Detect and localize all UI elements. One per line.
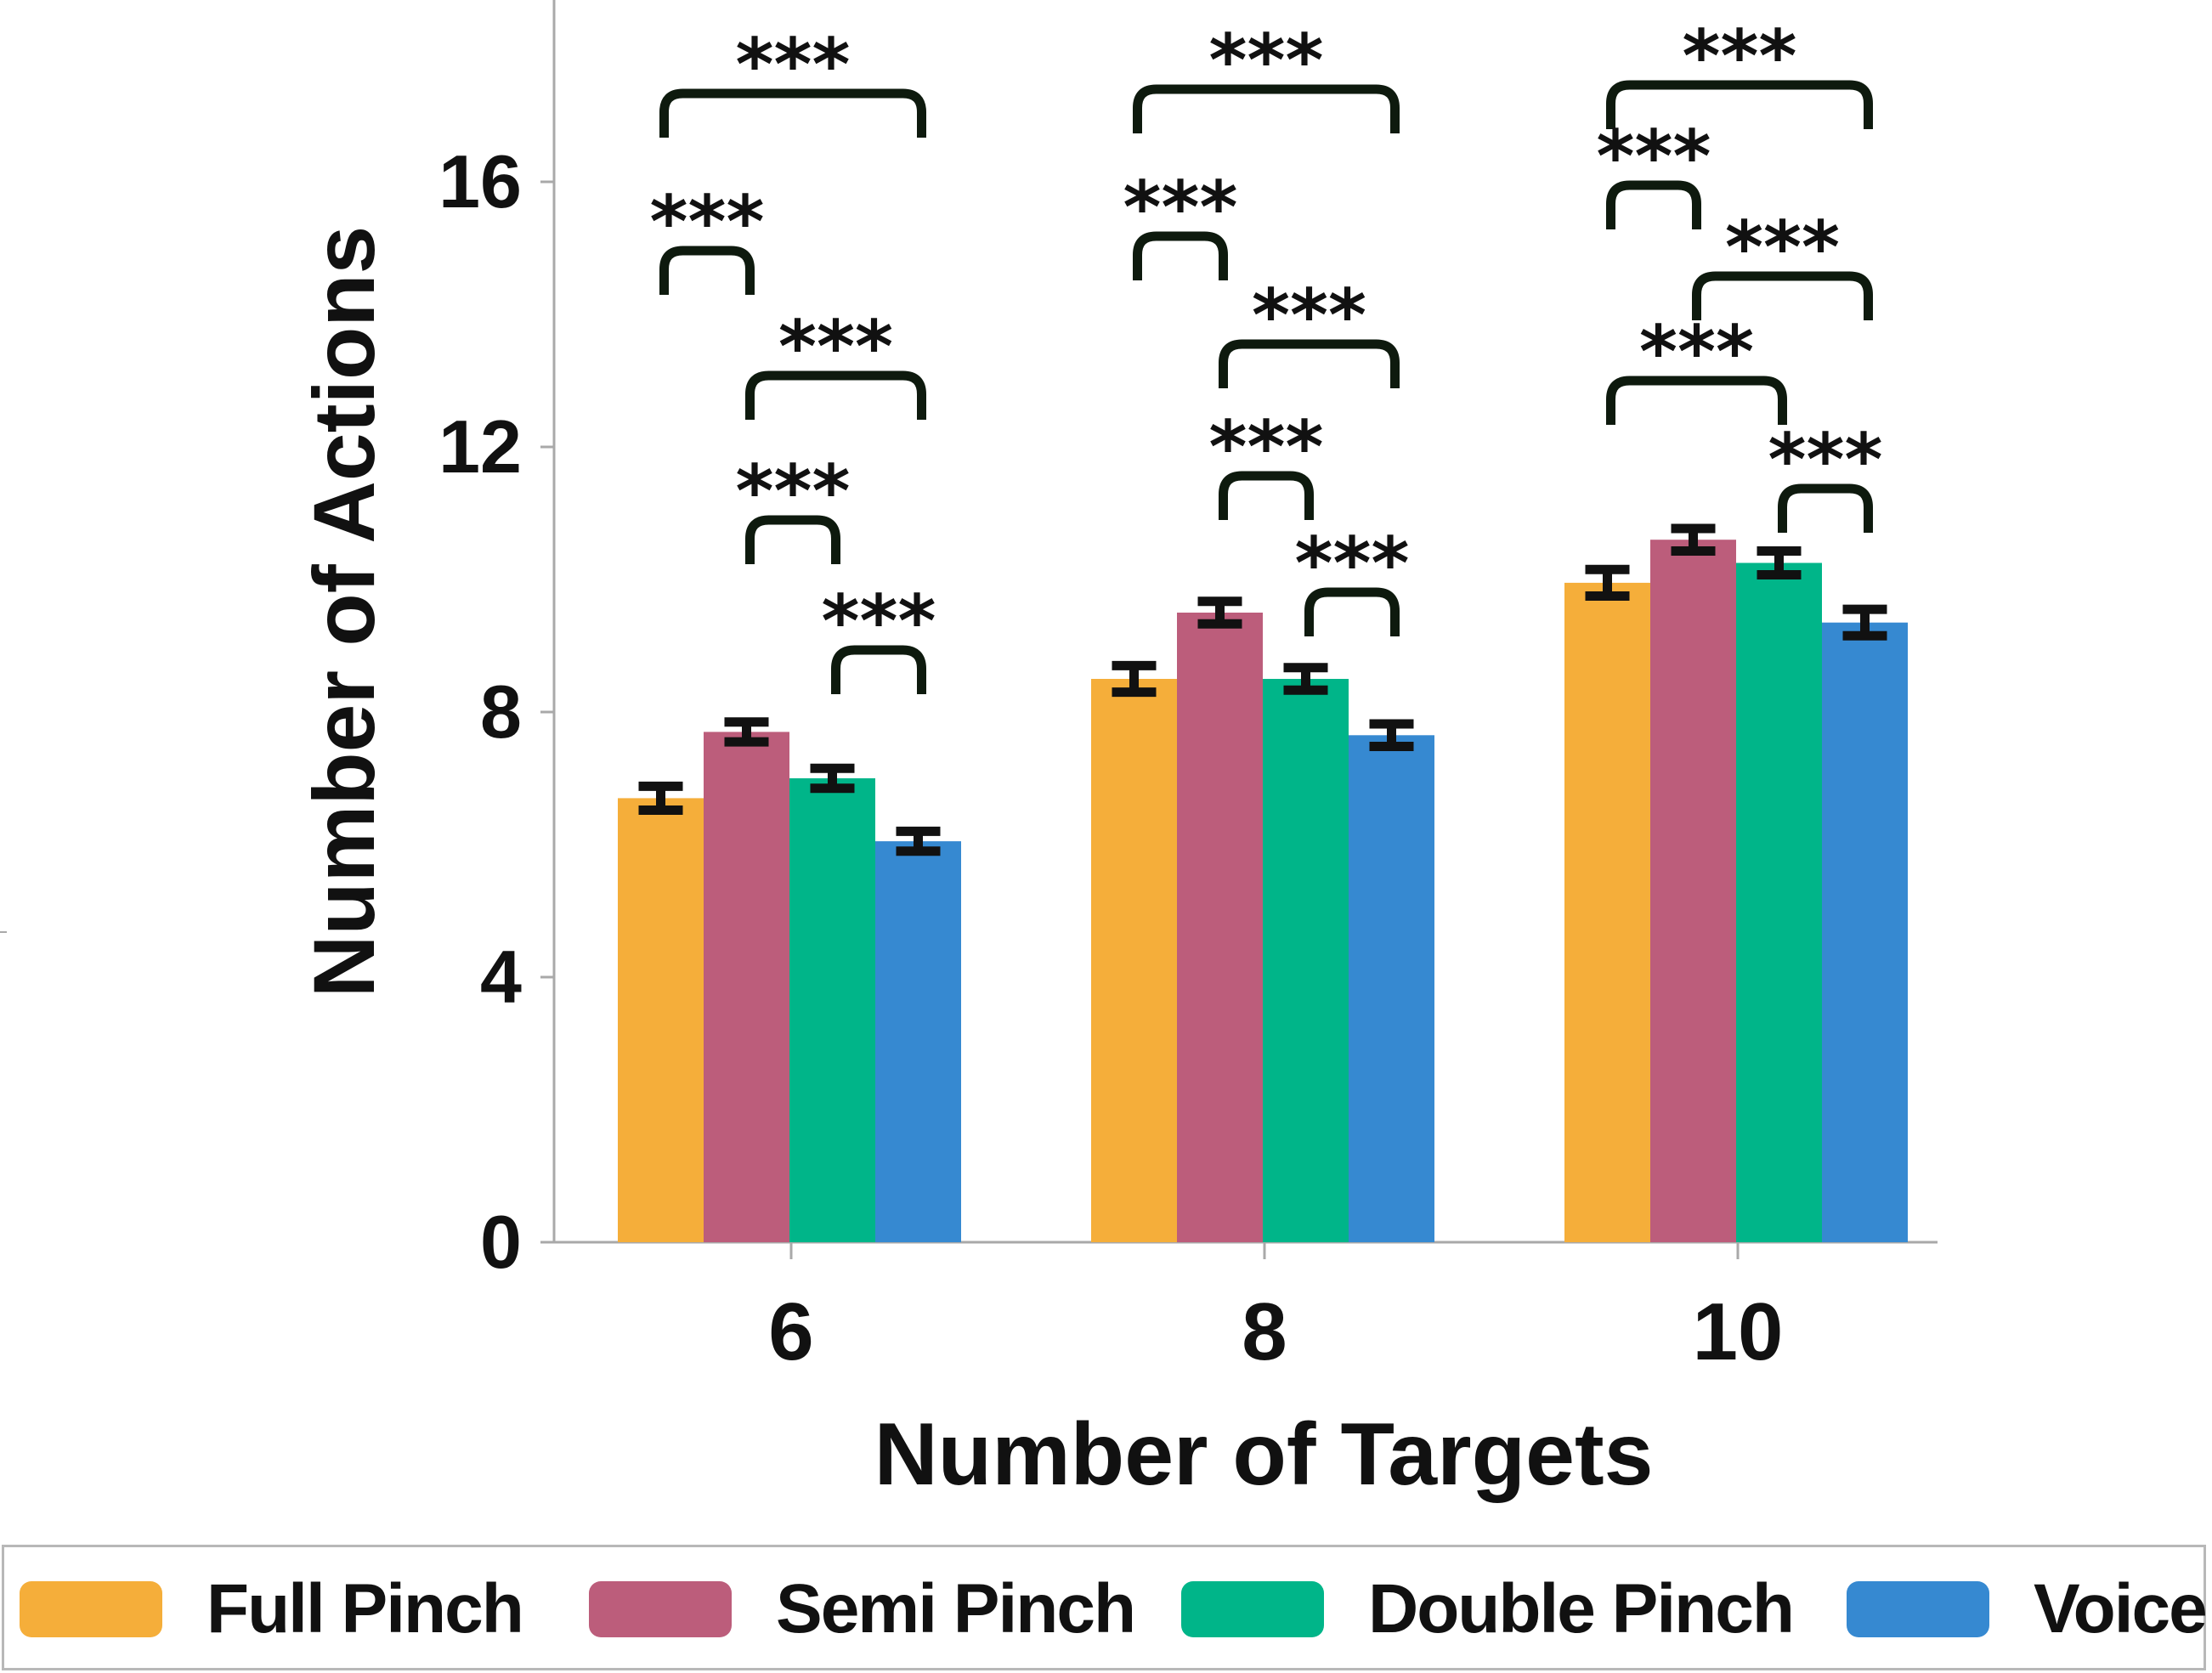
y-tick-label: 12 <box>438 404 522 489</box>
sig-label-10-full-pinch-semi-pinch: *** <box>1597 115 1711 200</box>
x-tick-label: 10 <box>1693 1286 1784 1377</box>
sig-label-6-semi-pinch-voice: *** <box>778 305 893 390</box>
sig-bracket-8-full-pinch-voice <box>1133 84 1400 133</box>
x-tick-label: 8 <box>1242 1286 1287 1377</box>
legend-item-full-pinch: Full Pinch <box>20 1569 524 1649</box>
sig-label-8-full-pinch-voice: *** <box>1209 19 1324 104</box>
error-bar-semi-pinch-6 <box>724 717 769 747</box>
sig-bracket-10-full-pinch-double-pinch <box>1606 376 1787 425</box>
significance-brackets: ****************************************… <box>650 14 1883 694</box>
bar-double-pinch-10 <box>1736 562 1822 1242</box>
error-bar-full-pinch-6 <box>638 781 683 815</box>
error-bar-semi-pinch-8 <box>1197 596 1242 629</box>
sig-bracket-8-semi-pinch-double-pinch <box>1219 471 1314 520</box>
y-axis-title: Number of Actions <box>296 226 393 998</box>
legend-swatch-full-pinch <box>20 1581 162 1637</box>
legend-swatch-double-pinch <box>1181 1581 1324 1637</box>
bar-voice-6 <box>875 841 961 1242</box>
error-bar-semi-pinch-10 <box>1671 523 1716 556</box>
legend: Full Pinch Semi Pinch Double Pinch Voice <box>2 1545 2208 1670</box>
sig-label-6-full-pinch-voice: *** <box>736 23 851 108</box>
x-axis-title: Number of Targets <box>874 1405 1654 1504</box>
bar-full-pinch-8 <box>1091 679 1177 1242</box>
bar-semi-pinch-8 <box>1177 613 1263 1242</box>
error-bar-voice-8 <box>1369 719 1414 752</box>
sig-bracket-6-semi-pinch-voice <box>745 370 926 420</box>
error-bars <box>638 523 1887 856</box>
y-tick-label: 4 <box>480 935 522 1019</box>
legend-item-voice: Voice <box>1847 1569 2208 1649</box>
legend-label-full-pinch: Full Pinch <box>206 1570 524 1648</box>
sig-bracket-8-semi-pinch-voice <box>1219 339 1400 388</box>
x-tick-label: 6 <box>768 1286 813 1377</box>
sig-bracket-10-double-pinch-voice <box>1778 483 1873 533</box>
sig-bracket-10-semi-pinch-voice <box>1692 271 1873 320</box>
error-bar-full-pinch-8 <box>1112 660 1157 698</box>
legend-swatch-semi-pinch <box>589 1581 732 1637</box>
legend-item-semi-pinch: Semi Pinch <box>589 1569 1136 1649</box>
sig-bracket-6-double-pinch-voice <box>831 645 926 694</box>
y-tick-label: 8 <box>480 670 522 754</box>
legend-label-double-pinch: Double Pinch <box>1368 1570 1795 1648</box>
sig-label-10-full-pinch-voice: *** <box>1683 14 1797 99</box>
bar-full-pinch-6 <box>618 798 704 1242</box>
error-bar-double-pinch-8 <box>1283 663 1328 695</box>
sig-bracket-6-semi-pinch-double-pinch <box>745 515 840 564</box>
axes: 0 4 8 12 16 6 8 10 <box>0 0 1938 1377</box>
bar-double-pinch-8 <box>1263 679 1349 1242</box>
legend-swatch-voice <box>1847 1581 1989 1637</box>
error-bar-double-pinch-10 <box>1757 545 1802 580</box>
bar-double-pinch-6 <box>789 778 875 1242</box>
legend-label-semi-pinch: Semi Pinch <box>776 1570 1136 1648</box>
bars <box>618 540 1908 1242</box>
sig-label-8-semi-pinch-double-pinch: *** <box>1209 405 1324 490</box>
legend-label-voice: Voice <box>2034 1570 2208 1648</box>
sig-bracket-6-full-pinch-voice <box>659 88 926 138</box>
sig-label-10-full-pinch-double-pinch: *** <box>1639 310 1754 395</box>
sig-label-6-double-pinch-voice: *** <box>822 579 936 664</box>
bar-voice-10 <box>1822 622 1908 1242</box>
sig-bracket-8-double-pinch-voice <box>1304 587 1400 636</box>
sig-label-8-double-pinch-voice: *** <box>1295 522 1410 607</box>
sig-bracket-10-full-pinch-semi-pinch <box>1606 180 1701 229</box>
sig-label-10-double-pinch-voice: *** <box>1768 418 1883 503</box>
error-bar-double-pinch-6 <box>810 763 855 794</box>
bar-semi-pinch-6 <box>704 732 789 1242</box>
sig-label-10-semi-pinch-voice: *** <box>1725 206 1840 291</box>
sig-label-6-full-pinch-semi-pinch: *** <box>650 180 765 265</box>
sig-bracket-10-full-pinch-voice <box>1606 80 1873 129</box>
bar-semi-pinch-10 <box>1650 540 1736 1242</box>
bar-voice-8 <box>1349 735 1434 1242</box>
error-bar-voice-6 <box>896 826 941 856</box>
sig-label-8-semi-pinch-voice: *** <box>1252 274 1366 359</box>
y-tick-label: 16 <box>438 139 522 223</box>
legend-item-double-pinch: Double Pinch <box>1181 1569 1795 1649</box>
error-bar-voice-10 <box>1842 604 1887 641</box>
sig-bracket-6-full-pinch-semi-pinch <box>659 246 755 295</box>
bar-full-pinch-10 <box>1564 582 1650 1242</box>
sig-bracket-8-full-pinch-semi-pinch <box>1133 231 1228 280</box>
error-bar-full-pinch-10 <box>1585 564 1630 601</box>
sig-label-6-semi-pinch-double-pinch: *** <box>736 449 851 534</box>
y-tick-label: 0 <box>480 1200 522 1284</box>
sig-label-8-full-pinch-semi-pinch: *** <box>1123 166 1238 251</box>
